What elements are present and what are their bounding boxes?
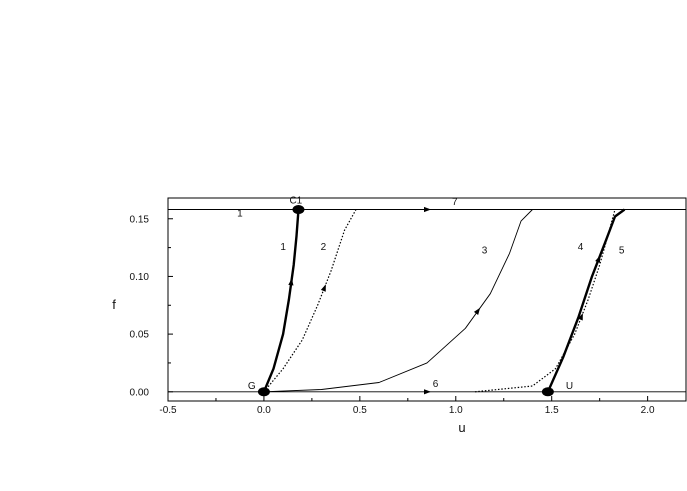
curve-label-5: 5 [619, 245, 625, 256]
x-tick-label: 0.0 [257, 405, 271, 416]
x-tick-label: 2.0 [641, 405, 655, 416]
y-axis: 0.00 0.05 0.10 0.15 [130, 214, 173, 398]
series-line-4 [474, 209, 616, 393]
x-tick-label: 0.5 [353, 405, 367, 416]
x-tick-label: -0.5 [159, 405, 177, 416]
y-tick-label: 0.15 [130, 214, 150, 225]
curve-label-7: 7 [452, 197, 458, 208]
annotation-layer: 1 7 1 2 3 4 5 6 [237, 197, 625, 390]
series-arrow-3 [473, 307, 481, 315]
y-tick-label: 0.00 [130, 387, 150, 398]
point-label-g: G [248, 381, 256, 392]
series-line-3 [263, 209, 533, 393]
plot-frame [167, 197, 687, 402]
point-c1 [292, 205, 305, 215]
series-line-1 [262, 209, 300, 393]
x-tick-label: 1.5 [545, 405, 559, 416]
series-arrow-7 [424, 206, 431, 213]
series-arrow-6 [424, 389, 431, 395]
curve-label-4: 4 [578, 242, 584, 253]
point-label-u: U [566, 381, 573, 392]
y-tick-label: 0.10 [130, 272, 150, 283]
curve-label-3: 3 [482, 245, 488, 256]
arrow-layer [288, 206, 601, 395]
curve-label-1: 1 [237, 208, 243, 219]
x-axis-title: u [458, 420, 465, 435]
curve-label-6: 6 [433, 379, 439, 390]
point-g [257, 387, 270, 397]
series-arrow-5 [595, 255, 601, 263]
series-layer [168, 208, 686, 393]
series-arrow-2 [320, 284, 326, 292]
curve-label-2: 2 [321, 242, 327, 253]
y-tick-label: 0.05 [130, 330, 150, 341]
x-axis: -0.5 0.0 0.5 1.0 1.5 2.0 [159, 396, 655, 416]
point-label-c1: C1 [289, 196, 302, 207]
series-line-2 [263, 209, 357, 393]
curve-label-1: 1 [280, 242, 286, 253]
series-arrow-4 [577, 313, 583, 321]
x-tick-label: 1.0 [449, 405, 463, 416]
point-u [541, 387, 554, 397]
series-line-5 [546, 208, 626, 393]
series-arrow-1 [288, 278, 294, 286]
point-layer: C1 G U [248, 196, 573, 397]
y-axis-title: f [112, 297, 116, 312]
